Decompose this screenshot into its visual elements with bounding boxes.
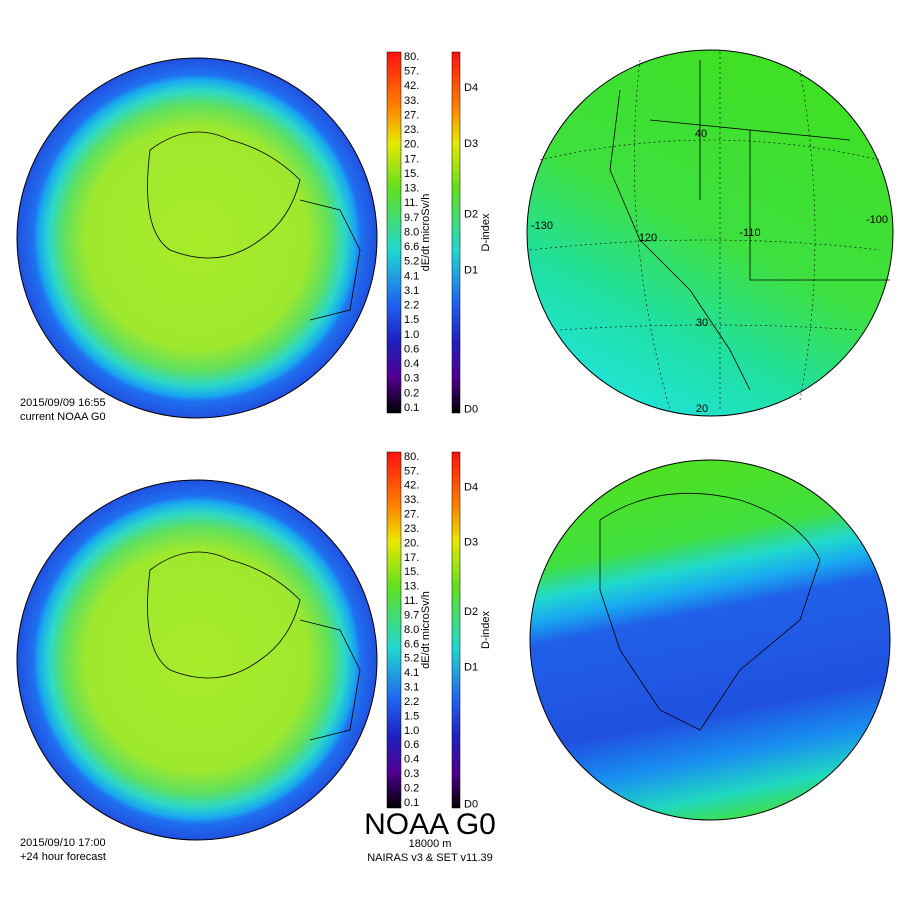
map-label: -100 (866, 214, 888, 226)
dose-label: 42. (404, 80, 419, 92)
dose-label: 1.0 (404, 329, 419, 341)
dose-label: 20. (404, 139, 419, 151)
map-label: 40 (695, 128, 707, 140)
dose-label: 1.0 (404, 725, 419, 737)
dose-label: 2.2 (404, 300, 419, 312)
dindex-label: D3 (464, 138, 478, 150)
map-label: 120 (639, 232, 657, 244)
dose-label: 1.5 (404, 710, 419, 722)
dose-label: 0.6 (404, 739, 419, 751)
dose-label: 1.5 (404, 314, 419, 326)
altitude: 18000 m (409, 838, 452, 850)
footer-title: NOAA G0 (364, 808, 496, 841)
dose-label: 80. (404, 51, 419, 63)
dose-label: 13. (404, 581, 419, 593)
dose-label: 0.1 (404, 797, 419, 809)
dindex-title: D-index (480, 213, 492, 251)
dose-label: 23. (404, 124, 419, 136)
dindex-label: D1 (464, 264, 478, 276)
dose-label: 0.1 (404, 402, 419, 414)
dose-label: 0.2 (404, 782, 419, 794)
dose-colorbar (386, 451, 402, 809)
caption: +24 hour forecast (20, 851, 106, 863)
dose-label: 13. (404, 183, 419, 195)
dose-label: 11. (404, 595, 418, 607)
dose-label: 9.7 (404, 609, 419, 621)
globe-top-left (16, 57, 378, 419)
globe-bottom-left (16, 479, 378, 841)
dose-label: 23. (404, 523, 419, 535)
globe-bottom-right (529, 459, 891, 821)
dindex-label: D0 (464, 798, 478, 810)
map-label: -110 (739, 227, 760, 239)
dose-label: 80. (404, 451, 419, 463)
dindex-label: D2 (464, 208, 478, 220)
dose-label: 8.0 (404, 624, 419, 636)
dose-label: 4.1 (404, 667, 419, 679)
dindex-title: D-index (480, 611, 492, 649)
dose-label: 6.6 (404, 241, 419, 253)
timestamp: 2015/09/10 17:00 (20, 837, 106, 849)
dose-label: 57. (404, 66, 419, 78)
dose-label: 2.2 (404, 696, 419, 708)
dose-label: 33. (404, 95, 419, 107)
dose-label: 3.1 (404, 285, 419, 297)
timestamp: 2015/09/09 16:55 (20, 397, 106, 409)
dindex-colorbar (451, 451, 461, 809)
dose-colorbar (386, 51, 402, 414)
dose-label: 42. (404, 480, 419, 492)
dose-label: 0.6 (404, 343, 419, 355)
dindex-label: D0 (464, 403, 478, 415)
dose-label: 15. (404, 168, 419, 180)
map-label: 20 (696, 403, 708, 415)
dose-label: 0.4 (404, 754, 419, 766)
globe-top-right (526, 49, 894, 417)
dose-label: 0.3 (404, 373, 419, 385)
dose-label: 3.1 (404, 682, 419, 694)
dose-title: dE/dt microSv/h (420, 194, 432, 272)
dose-label: 0.2 (404, 387, 419, 399)
dindex-label: D4 (464, 482, 478, 494)
dose-label: 17. (404, 552, 419, 564)
dose-label: 33. (404, 494, 419, 506)
dose-label: 6.6 (404, 638, 419, 650)
dose-label: 9.7 (404, 212, 419, 224)
dose-label: 20. (404, 537, 419, 549)
dose-label: 57. (404, 465, 419, 477)
dose-label: 17. (404, 153, 419, 165)
dindex-label: D1 (464, 661, 478, 673)
dose-label: 0.4 (404, 358, 419, 370)
dose-label: 15. (404, 566, 419, 578)
dose-label: 4.1 (404, 270, 419, 282)
dindex-label: D4 (464, 82, 478, 94)
map-label: 30 (696, 317, 708, 329)
dose-title: dE/dt microSv/h (420, 591, 432, 669)
caption: current NOAA G0 (20, 411, 106, 423)
dindex-label: D3 (464, 537, 478, 549)
dose-label: 27. (404, 109, 419, 121)
dose-label: 5.2 (404, 256, 419, 268)
dindex-label: D2 (464, 606, 478, 618)
dose-label: 27. (404, 509, 419, 521)
model: NAIRAS v3 & SET v11.39 (367, 852, 493, 864)
dose-label: 5.2 (404, 653, 419, 665)
map-label: -130 (531, 220, 553, 232)
dose-label: 0.3 (404, 768, 419, 780)
dose-label: 11. (404, 197, 418, 209)
dindex-colorbar (451, 51, 461, 414)
dose-label: 8.0 (404, 226, 419, 238)
